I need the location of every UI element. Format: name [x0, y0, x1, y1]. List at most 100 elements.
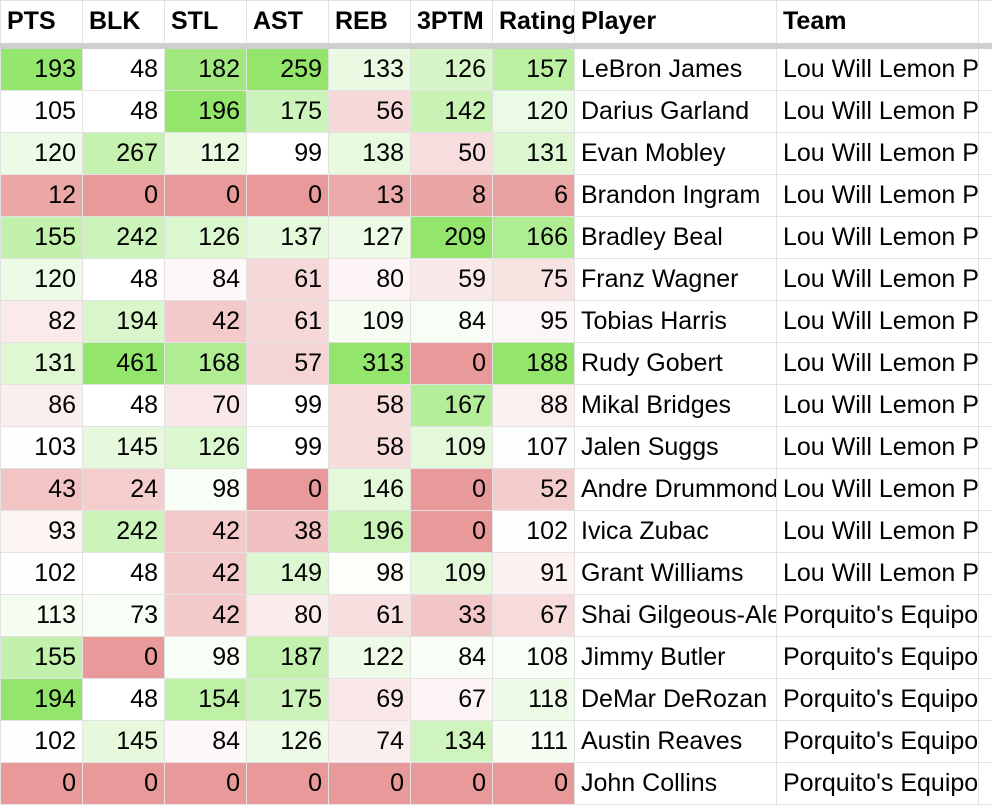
cell-ast[interactable]: 187	[246, 635, 329, 679]
cell-3ptm[interactable]: 134	[410, 719, 493, 763]
cell-stl[interactable]: 126	[164, 425, 247, 469]
cell-pts[interactable]: 86	[0, 383, 83, 427]
cell-empty[interactable]	[978, 761, 992, 805]
cell-reb[interactable]: 127	[328, 215, 411, 259]
cell-reb[interactable]: 80	[328, 257, 411, 301]
cell-rating[interactable]: 52	[492, 467, 575, 511]
cell-stl[interactable]: 0	[164, 173, 247, 217]
cell-rating[interactable]: 95	[492, 299, 575, 343]
cell-reb[interactable]: 58	[328, 425, 411, 469]
cell-reb[interactable]: 0	[328, 761, 411, 805]
cell-blk[interactable]: 0	[82, 635, 165, 679]
cell-reb[interactable]: 133	[328, 45, 411, 91]
cell-stl[interactable]: 42	[164, 299, 247, 343]
cell-pts[interactable]: 120	[0, 257, 83, 301]
cell-team[interactable]: Lou Will Lemon Pepper Wings	[776, 467, 979, 511]
cell-reb[interactable]: 58	[328, 383, 411, 427]
cell-player[interactable]: Andre Drummond	[574, 467, 777, 511]
cell-rating[interactable]: 166	[492, 215, 575, 259]
cell-3ptm[interactable]: 167	[410, 383, 493, 427]
cell-blk[interactable]: 48	[82, 257, 165, 301]
cell-empty[interactable]	[978, 593, 992, 637]
cell-rating[interactable]: 108	[492, 635, 575, 679]
cell-empty[interactable]	[978, 299, 992, 343]
cell-3ptm[interactable]: 8	[410, 173, 493, 217]
cell-stl[interactable]: 126	[164, 215, 247, 259]
cell-ast[interactable]: 99	[246, 383, 329, 427]
cell-pts[interactable]: 120	[0, 131, 83, 175]
cell-stl[interactable]: 84	[164, 719, 247, 763]
cell-3ptm[interactable]: 0	[410, 467, 493, 511]
cell-team[interactable]: Porquito's Equipo	[776, 719, 979, 763]
cell-ast[interactable]: 61	[246, 257, 329, 301]
cell-pts[interactable]: 105	[0, 89, 83, 133]
cell-blk[interactable]: 73	[82, 593, 165, 637]
cell-stl[interactable]: 84	[164, 257, 247, 301]
cell-ast[interactable]: 0	[246, 173, 329, 217]
cell-stl[interactable]: 0	[164, 761, 247, 805]
cell-stl[interactable]: 42	[164, 509, 247, 553]
cell-team[interactable]: Porquito's Equipo	[776, 761, 979, 805]
cell-ast[interactable]: 80	[246, 593, 329, 637]
cell-empty[interactable]	[978, 383, 992, 427]
cell-reb[interactable]: 109	[328, 299, 411, 343]
cell-player[interactable]: LeBron James	[574, 45, 777, 91]
cell-reb[interactable]: 69	[328, 677, 411, 721]
cell-player[interactable]: Rudy Gobert	[574, 341, 777, 385]
cell-stl[interactable]: 196	[164, 89, 247, 133]
cell-empty[interactable]	[978, 425, 992, 469]
cell-player[interactable]: Franz Wagner	[574, 257, 777, 301]
cell-team[interactable]: Lou Will Lemon Pepper Wings	[776, 341, 979, 385]
cell-ast[interactable]: 137	[246, 215, 329, 259]
cell-ast[interactable]: 61	[246, 299, 329, 343]
cell-ast[interactable]: 99	[246, 425, 329, 469]
cell-pts[interactable]: 194	[0, 677, 83, 721]
cell-player[interactable]: Brandon Ingram	[574, 173, 777, 217]
cell-empty[interactable]	[978, 45, 992, 91]
cell-blk[interactable]: 145	[82, 425, 165, 469]
cell-3ptm[interactable]: 50	[410, 131, 493, 175]
cell-pts[interactable]: 155	[0, 635, 83, 679]
cell-blk[interactable]: 267	[82, 131, 165, 175]
cell-player[interactable]: Bradley Beal	[574, 215, 777, 259]
cell-ast[interactable]: 259	[246, 45, 329, 91]
cell-stl[interactable]: 182	[164, 45, 247, 91]
cell-player[interactable]: John Collins	[574, 761, 777, 805]
cell-team[interactable]: Lou Will Lemon Pepper Wings	[776, 299, 979, 343]
cell-reb[interactable]: 98	[328, 551, 411, 595]
header-rating[interactable]: Rating	[492, 0, 575, 49]
cell-blk[interactable]: 48	[82, 551, 165, 595]
cell-3ptm[interactable]: 0	[410, 761, 493, 805]
cell-reb[interactable]: 61	[328, 593, 411, 637]
cell-ast[interactable]: 175	[246, 89, 329, 133]
cell-rating[interactable]: 131	[492, 131, 575, 175]
cell-stl[interactable]: 70	[164, 383, 247, 427]
cell-player[interactable]: Austin Reaves	[574, 719, 777, 763]
cell-3ptm[interactable]: 84	[410, 299, 493, 343]
cell-rating[interactable]: 111	[492, 719, 575, 763]
cell-team[interactable]: Lou Will Lemon Pepper Wings	[776, 215, 979, 259]
cell-stl[interactable]: 168	[164, 341, 247, 385]
header-ast[interactable]: AST	[246, 0, 329, 49]
cell-stl[interactable]: 98	[164, 635, 247, 679]
header-team[interactable]: Team	[776, 0, 979, 49]
cell-pts[interactable]: 131	[0, 341, 83, 385]
cell-team[interactable]: Porquito's Equipo	[776, 593, 979, 637]
cell-blk[interactable]: 0	[82, 173, 165, 217]
cell-reb[interactable]: 196	[328, 509, 411, 553]
cell-ast[interactable]: 126	[246, 719, 329, 763]
cell-player[interactable]: Ivica Zubac	[574, 509, 777, 553]
cell-team[interactable]: Lou Will Lemon Pepper Wings	[776, 131, 979, 175]
cell-player[interactable]: Mikal Bridges	[574, 383, 777, 427]
cell-team[interactable]: Lou Will Lemon Pepper Wings	[776, 45, 979, 91]
header-stl[interactable]: STL	[164, 0, 247, 49]
cell-empty[interactable]	[978, 551, 992, 595]
header-reb[interactable]: REB	[328, 0, 411, 49]
cell-rating[interactable]: 67	[492, 593, 575, 637]
header-3ptm[interactable]: 3PTM	[410, 0, 493, 49]
cell-team[interactable]: Lou Will Lemon Pepper Wings	[776, 383, 979, 427]
cell-empty[interactable]	[978, 131, 992, 175]
cell-reb[interactable]: 138	[328, 131, 411, 175]
cell-blk[interactable]: 145	[82, 719, 165, 763]
cell-pts[interactable]: 102	[0, 719, 83, 763]
